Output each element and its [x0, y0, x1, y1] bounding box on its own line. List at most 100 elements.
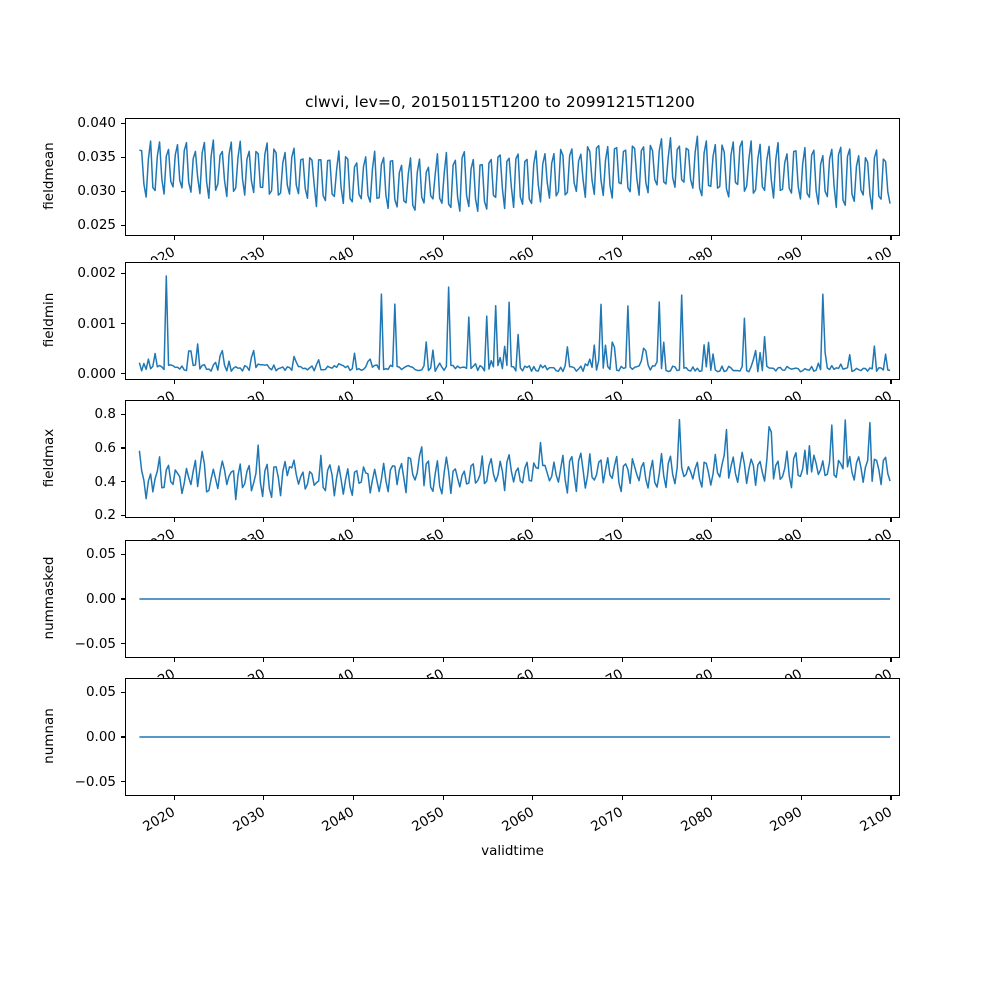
y-tick-label: 0.00	[85, 591, 116, 607]
x-tick-mark	[890, 658, 892, 663]
data-line-fieldmin	[138, 275, 891, 373]
x-tick-mark	[442, 236, 444, 241]
x-tick-mark	[532, 236, 534, 241]
y-tick-label: 0.040	[77, 115, 116, 132]
x-tick-mark	[890, 796, 892, 801]
x-tick-mark	[263, 518, 265, 523]
x-tick-mark	[173, 658, 175, 663]
x-tick-mark	[173, 796, 175, 801]
x-axis-label: validtime	[481, 843, 544, 859]
x-tick-label: 2090	[767, 804, 806, 836]
y-tick-mark	[120, 736, 125, 738]
y-tick-mark	[120, 156, 125, 158]
y-tick-mark	[120, 781, 125, 783]
x-tick-mark	[621, 658, 623, 663]
x-tick-mark	[621, 236, 623, 241]
x-tick-label: 2040	[319, 244, 358, 260]
axes-frame-fieldmin	[125, 262, 900, 380]
data-line-fieldmean	[139, 135, 891, 213]
x-tick-mark	[532, 658, 534, 663]
x-tick-mark	[800, 658, 802, 663]
y-tick-label: 0.05	[85, 684, 116, 701]
axes-frame-numnan	[125, 678, 900, 796]
y-tick-mark	[120, 272, 125, 274]
y-tick-label: 0.035	[77, 149, 116, 166]
subplot-numnan: −0.05 0.00 0.05 numnan 2020 2030 2040 2050 2060 2…	[41, 678, 900, 835]
x-tick-label: 2020	[140, 244, 179, 260]
x-tick-mark	[711, 380, 713, 385]
axes-frame-fieldmax	[125, 400, 900, 518]
x-tick-mark	[532, 796, 534, 801]
y-tick-label: 0.6	[94, 440, 116, 457]
x-tick-label: 2040	[319, 804, 358, 836]
y-tick-label: 0.000	[77, 365, 116, 382]
x-tick-label: 2060	[498, 244, 537, 260]
plot-area-nummasked	[139, 598, 891, 600]
y-tick-mark	[120, 413, 125, 415]
subplot-fieldmean: 0.025 0.030 0.035 0.040 fieldmean 2020 2030 204…	[41, 115, 900, 260]
x-tick-mark	[263, 236, 265, 241]
x-tick-mark	[173, 518, 175, 523]
x-tick-label: 2070	[588, 244, 627, 260]
x-tick-mark	[263, 658, 265, 663]
x-tick-label: 2030	[230, 244, 268, 260]
x-tick-mark	[711, 658, 713, 663]
plot-area-numnan	[139, 736, 891, 738]
y-tick-label: 0.2	[94, 507, 116, 524]
x-tick-label: 2100	[857, 804, 896, 836]
y-tick-mark	[120, 122, 125, 124]
x-tick-mark	[352, 380, 354, 385]
subplot-nummasked: −0.05 0.00 0.05 nummasked 2020 2030 2040 2050 20…	[41, 540, 900, 682]
plot-area-fieldmin	[138, 275, 891, 373]
x-tick-mark	[800, 518, 802, 523]
plot-area-fieldmax	[138, 418, 891, 501]
y-tick-mark	[120, 447, 125, 449]
x-tick-label: 2090	[767, 244, 806, 260]
x-tick-label: 2070	[588, 804, 627, 836]
x-tick-label-band: 2020 2030 2040 2050 2060 2070 2080 2090 2100	[85, 236, 940, 260]
y-axis-label-nummasked: nummasked	[41, 556, 57, 640]
x-tick-mark	[352, 518, 354, 523]
x-tick-mark	[442, 658, 444, 663]
y-tick-label: −0.05	[74, 773, 116, 790]
axes-frame-fieldmean	[125, 118, 900, 236]
x-tick-mark	[442, 380, 444, 385]
subplot-fieldmax: 0.2 0.4 0.6 0.8 fieldmax 2020 2030 2040 2050 2060…	[41, 400, 900, 542]
x-tick-mark	[263, 796, 265, 801]
y-tick-mark	[120, 322, 125, 325]
y-tick-mark	[120, 691, 125, 693]
x-tick-mark	[352, 658, 354, 663]
plot-area-fieldmean	[139, 135, 891, 213]
x-tick-label: 2020	[140, 804, 179, 836]
x-tick-mark	[621, 518, 623, 523]
x-tick-mark	[173, 236, 175, 241]
page-title: clwvi, lev=0, 20150115T1200 to 20991215T…	[305, 93, 695, 111]
y-tick-label: 0.002	[77, 265, 116, 282]
x-tick-label-band: 2020 2030 2040 2050 2060 2070 2080 2090 2100	[85, 518, 940, 542]
y-tick-label: 0.00	[85, 729, 116, 745]
x-tick-mark	[621, 380, 623, 385]
x-tick-label: 2060	[498, 804, 537, 836]
y-tick-label: −0.05	[74, 635, 116, 652]
x-tick-mark	[173, 380, 175, 385]
y-tick-label: 0.025	[77, 217, 116, 234]
x-tick-label: 2050	[409, 244, 448, 260]
x-tick-mark	[352, 236, 354, 241]
x-tick-mark	[621, 796, 623, 801]
y-tick-mark	[120, 190, 125, 192]
y-tick-mark	[120, 373, 125, 375]
x-tick-mark	[800, 380, 802, 385]
y-tick-label: 0.05	[85, 546, 116, 563]
x-tick-mark	[442, 796, 444, 801]
x-tick-mark	[532, 380, 534, 385]
x-tick-mark	[532, 518, 534, 523]
x-tick-mark	[890, 236, 892, 241]
x-tick-label: 2080	[678, 244, 716, 260]
y-tick-label: 0.8	[94, 406, 116, 423]
x-tick-label: 2080	[678, 804, 716, 836]
x-tick-mark	[890, 380, 892, 385]
y-axis-label-fieldmin: fieldmin	[41, 292, 57, 348]
axes-frame-nummasked	[125, 540, 900, 658]
y-tick-mark	[120, 224, 125, 226]
y-tick-label: 0.4	[94, 473, 116, 490]
